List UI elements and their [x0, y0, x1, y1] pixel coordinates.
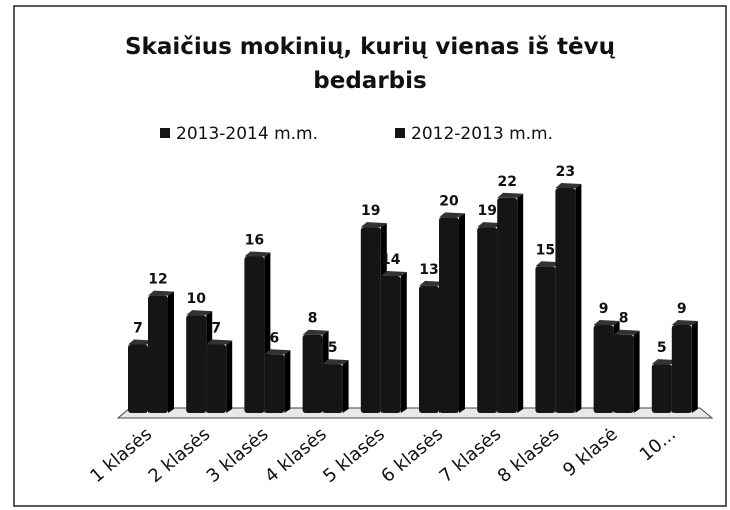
legend-swatch: [160, 128, 170, 138]
bar: [380, 276, 401, 413]
bar: [671, 324, 692, 413]
bar: [555, 188, 576, 413]
bar-top: [535, 261, 562, 267]
data-label: 10: [186, 291, 206, 307]
legend-swatch: [395, 128, 405, 138]
bar-side: [284, 350, 291, 413]
data-label: 6: [270, 330, 280, 346]
bar: [302, 334, 323, 413]
x-tick-label: 2 klasės: [145, 424, 215, 487]
bar: [439, 217, 459, 413]
bar-top: [613, 329, 640, 335]
bar-top: [419, 280, 445, 286]
data-label: 5: [657, 340, 667, 356]
bar: [186, 315, 207, 413]
bar-top: [264, 349, 291, 355]
data-label: 16: [245, 232, 264, 248]
data-label: 8: [619, 311, 629, 327]
bar: [244, 256, 265, 413]
x-tick-label: 7 klasės: [436, 424, 506, 487]
bar: [419, 285, 439, 413]
data-label: 14: [381, 252, 401, 268]
data-label: 9: [599, 301, 609, 317]
data-label: 8: [308, 311, 318, 327]
legend-label: 2013-2014 m.m.: [176, 124, 318, 144]
chart-border: [13, 5, 727, 507]
bar: [535, 266, 556, 413]
data-label: 7: [211, 321, 221, 337]
bar: [148, 295, 168, 413]
x-tick-label: 6 klasės: [377, 424, 447, 487]
bar-side: [400, 272, 407, 413]
bar-top: [555, 183, 582, 188]
x-tick-label: 9 klasė: [559, 424, 622, 481]
bar-top: [593, 319, 620, 325]
data-label: 19: [477, 203, 496, 219]
x-tick-label: 10...: [636, 424, 680, 466]
bar: [651, 364, 672, 413]
x-tick-label: 1 klasės: [86, 424, 156, 487]
data-label: 23: [556, 164, 575, 180]
data-label: 20: [439, 193, 459, 209]
bar-side: [633, 330, 640, 413]
data-label: 7: [133, 321, 143, 337]
bar: [613, 334, 634, 413]
bar-top: [244, 251, 271, 257]
bar-top: [439, 212, 465, 218]
bar-side: [517, 193, 524, 413]
legend-label: 2012-2013 m.m.: [411, 124, 553, 144]
bar-top: [380, 271, 407, 277]
bar-side: [168, 291, 174, 413]
bar-top: [186, 310, 213, 316]
bar: [322, 364, 343, 413]
bar: [477, 227, 498, 413]
bar-top: [206, 339, 233, 345]
data-label: 22: [497, 174, 516, 190]
bar-top: [148, 290, 174, 296]
bar-top: [651, 359, 678, 365]
x-tick-label: 8 klasės: [494, 424, 564, 487]
data-label: 5: [328, 340, 338, 356]
bar: [593, 324, 614, 413]
data-label: 9: [677, 301, 687, 317]
bar-side: [691, 320, 698, 413]
x-tick-label: 5 klasės: [319, 424, 389, 487]
data-label: 13: [419, 262, 438, 278]
bar: [206, 344, 227, 413]
bar-top: [302, 329, 329, 335]
bar: [360, 227, 381, 413]
bar-side: [342, 360, 349, 413]
bar-top: [360, 222, 387, 228]
bar-top: [671, 319, 698, 325]
bar-top: [128, 339, 154, 345]
data-label: 19: [361, 203, 380, 219]
data-label: 15: [536, 242, 555, 258]
bar-top: [497, 192, 524, 198]
bar: [264, 354, 285, 413]
bar-side: [459, 213, 465, 413]
bar: [497, 197, 518, 413]
bar-top: [322, 359, 349, 365]
chart-title: Skaičius mokinių, kurių vienas iš tėvų b…: [124, 34, 616, 94]
data-label: 12: [148, 272, 167, 288]
bar-top: [477, 222, 504, 228]
bar-side: [575, 184, 582, 413]
x-tick-label: 4 klasės: [261, 424, 331, 487]
x-tick-label: 3 klasės: [203, 424, 273, 487]
bar-side: [226, 340, 233, 413]
bar: [128, 344, 148, 413]
